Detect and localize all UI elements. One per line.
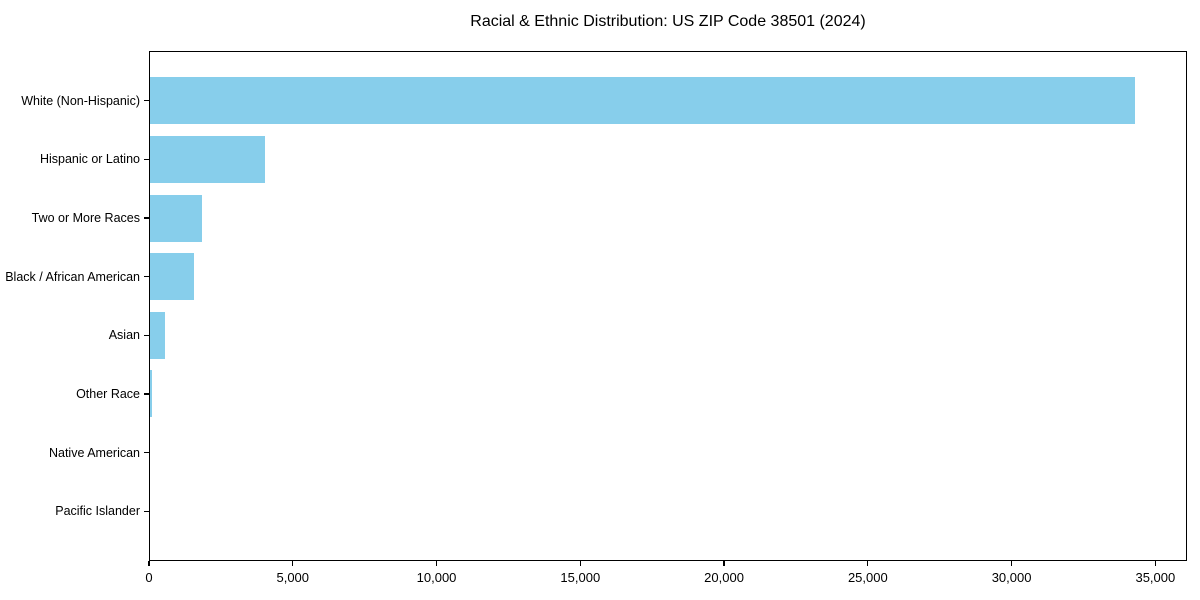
y-tick-label: Hispanic or Latino: [39, 152, 140, 167]
y-tick-mark: [144, 451, 149, 454]
x-tick-mark: [292, 561, 294, 566]
x-tick-mark: [148, 561, 150, 566]
x-tick-label: 35,000: [1135, 570, 1176, 585]
y-tick-label: Black / African American: [5, 269, 140, 284]
x-tick-mark: [1154, 561, 1156, 566]
plot-area: [149, 51, 1187, 561]
x-tick-mark: [723, 561, 725, 566]
x-tick-label: 10,000: [416, 570, 457, 585]
bar-white-non-hispanic: [150, 77, 1136, 125]
y-tick-label: White (Non-Hispanic): [21, 93, 140, 108]
x-tick-label: 0: [145, 570, 153, 585]
x-tick-mark: [867, 561, 869, 566]
x-tick-label: 30,000: [991, 570, 1032, 585]
y-tick-mark: [144, 334, 149, 336]
y-tick-mark: [144, 100, 149, 102]
x-tick-mark: [1011, 561, 1013, 566]
y-tick-label: Pacific Islander: [55, 504, 140, 519]
x-tick-label: 5,000: [276, 570, 310, 585]
bar-two-or-more-races: [150, 194, 202, 242]
x-tick-label: 25,000: [847, 570, 888, 585]
y-tick-label: Other Race: [76, 386, 140, 401]
y-tick-label: Asian: [108, 328, 140, 343]
bar-hispanic-or-latino: [150, 136, 266, 183]
x-tick-label: 15,000: [560, 570, 601, 585]
x-tick-mark: [435, 561, 438, 566]
y-tick-label: Native American: [48, 445, 140, 460]
y-tick-mark: [144, 276, 149, 278]
bar-asian: [150, 311, 166, 359]
x-tick-mark: [579, 561, 581, 566]
y-tick-label: Two or More Races: [31, 211, 140, 226]
bar-other-race: [150, 370, 153, 418]
y-tick-mark: [144, 393, 149, 395]
y-tick-mark: [144, 158, 149, 161]
y-tick-mark: [144, 217, 149, 219]
x-tick-label: 20,000: [704, 570, 744, 585]
chart-title: Racial & Ethnic Distribution: US ZIP Cod…: [470, 13, 866, 30]
y-tick-mark: [144, 510, 149, 512]
bar-black-african-american: [150, 253, 195, 301]
